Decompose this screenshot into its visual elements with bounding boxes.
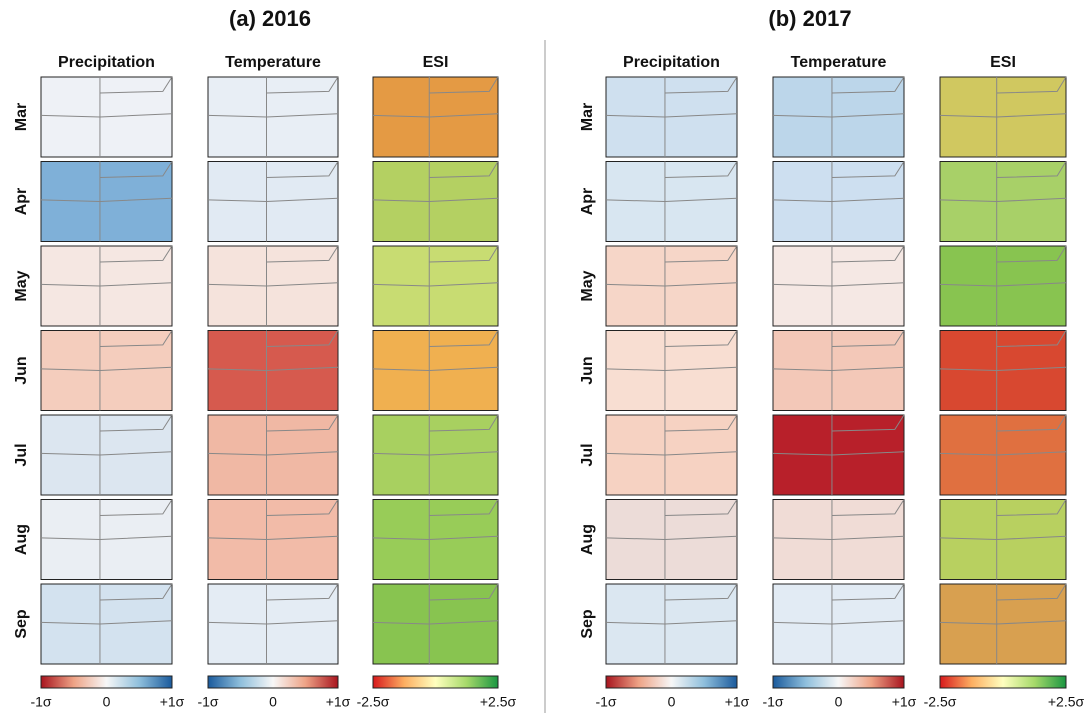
colorbar-label: +1σ [160, 694, 185, 710]
row-label: Mar [13, 103, 30, 131]
colorbar [773, 676, 904, 688]
column-header: Precipitation [623, 54, 720, 71]
row-label: Jul [579, 443, 596, 466]
row-label: May [579, 270, 596, 301]
colorbar-label: +1σ [892, 694, 917, 710]
row-label: Sep [13, 609, 30, 639]
row-label: Aug [13, 524, 30, 555]
row-label: Aug [579, 524, 596, 555]
colorbar-label: -1σ [30, 694, 51, 710]
row-label: Jul [13, 443, 30, 466]
panel-title: (b) 2017 [768, 6, 851, 31]
row-label: Sep [579, 609, 596, 639]
colorbar-label: +2.5σ [1048, 694, 1085, 710]
colorbar [41, 676, 172, 688]
row-label: Apr [13, 188, 30, 216]
row-label: Jun [579, 356, 596, 384]
colorbar [373, 676, 498, 688]
panel-title: (a) 2016 [229, 6, 311, 31]
colorbar-label: 0 [269, 694, 277, 710]
colorbar-label: -1σ [762, 694, 783, 710]
column-header: Precipitation [58, 54, 155, 71]
colorbar-label: -1σ [595, 694, 616, 710]
colorbar-label: 0 [668, 694, 676, 710]
column-header: Temperature [791, 54, 887, 71]
colorbar [606, 676, 737, 688]
colorbar-label: 0 [835, 694, 843, 710]
colorbar-label: +2.5σ [480, 694, 517, 710]
colorbar-label: 0 [103, 694, 111, 710]
column-header: ESI [990, 54, 1016, 71]
colorbar-label: +1σ [326, 694, 351, 710]
column-header: ESI [423, 54, 449, 71]
figure: (a) 2016 Precipitation -1σ 0 +1σ Temperature -… [0, 0, 1085, 713]
colorbar-label: -2.5σ [357, 694, 390, 710]
colorbar-label: -1σ [197, 694, 218, 710]
column-header: Temperature [225, 54, 321, 71]
colorbar-label: +1σ [725, 694, 750, 710]
row-label: Apr [579, 188, 596, 216]
row-label: Jun [13, 356, 30, 384]
colorbar [940, 676, 1066, 688]
row-label: May [13, 270, 30, 301]
colorbar [208, 676, 338, 688]
colorbar-label: -2.5σ [924, 694, 957, 710]
row-label: Mar [579, 103, 596, 131]
